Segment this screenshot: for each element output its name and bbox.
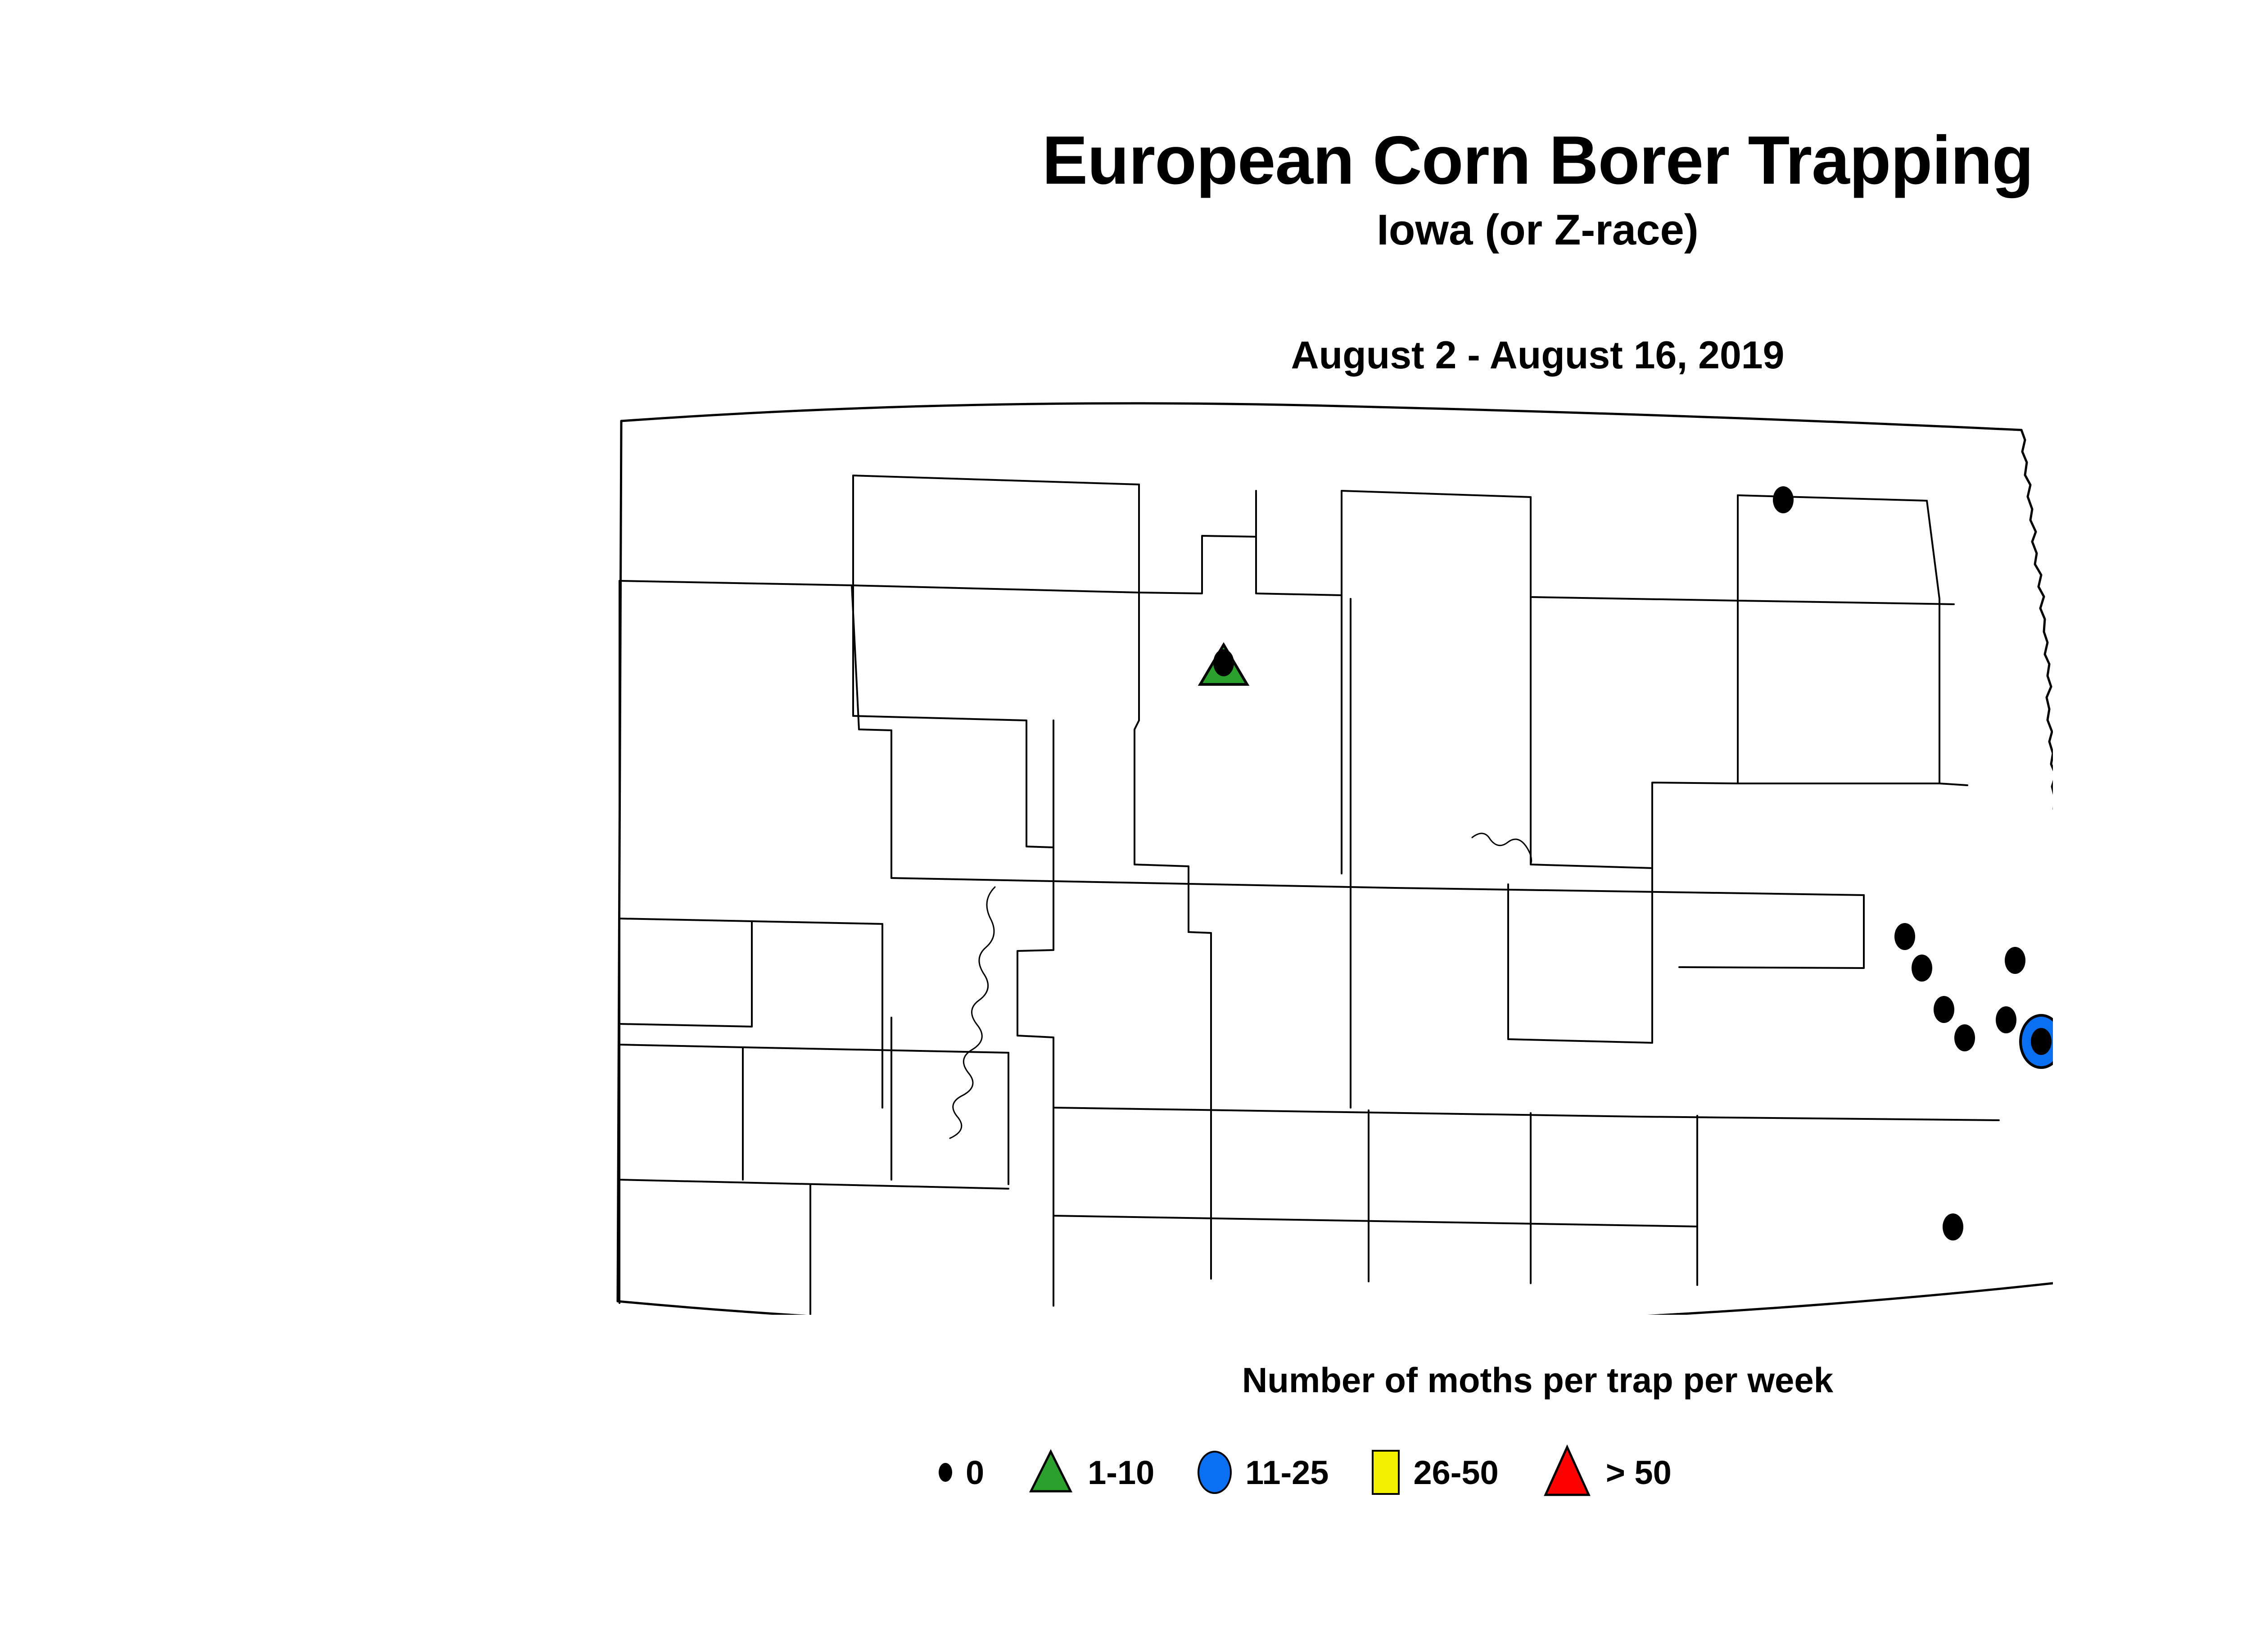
- legend-label-1-10: 1-10: [1088, 1453, 1155, 1491]
- marker-dot[interactable]: [2005, 947, 2025, 974]
- northern-border: [620, 402, 2023, 431]
- tier-rolette: [1341, 490, 1532, 598]
- tier-line-ward-north: [851, 484, 1140, 593]
- vline-sheridan-w: [1017, 877, 1054, 1109]
- legend-title: Number of moths per trap per week: [1242, 1360, 1834, 1400]
- vline-pembina-w: [1926, 500, 1940, 600]
- legend-item-over-50[interactable]: > 50: [1542, 1444, 1672, 1501]
- red-triangle-icon: [1542, 1444, 1592, 1501]
- walsh-east-stub: [1939, 783, 1968, 786]
- tier-line-sixth: [1053, 1215, 1698, 1227]
- devils-lake-outline: [1471, 833, 1532, 865]
- north-dakota-county-map: [603, 387, 2053, 1315]
- blue-circle-icon: [1198, 1451, 1232, 1494]
- tier-towner-cavalier: [1530, 494, 1928, 602]
- walsh-south: [1737, 598, 1940, 784]
- tier-line-third: [890, 877, 1865, 896]
- legend: 0 1-10 11-25 26-50 > 50: [939, 1432, 2154, 1513]
- legend-label-0: 0: [966, 1453, 985, 1491]
- marker-dot[interactable]: [1954, 1024, 1975, 1051]
- tier-adams-line: [619, 1179, 1009, 1190]
- marker-dot[interactable]: [1996, 1006, 2016, 1033]
- tier-hettinger: [742, 1046, 1009, 1185]
- legend-label-26-50: 26-50: [1413, 1453, 1499, 1491]
- vline-williams-mckenzie: [851, 584, 892, 879]
- tier-stark-top: [751, 920, 883, 925]
- page-subtitle: Iowa (or Z-race): [1377, 206, 1699, 254]
- marker-dot[interactable]: [2031, 1028, 2052, 1055]
- slope-box: [619, 1023, 744, 1181]
- vline-wells: [1188, 877, 1212, 1109]
- legend-item-0[interactable]: 0: [939, 1453, 984, 1492]
- ramsey-box: [1651, 600, 1739, 869]
- green-triangle-icon: [1027, 1448, 1074, 1497]
- marker-dot[interactable]: [1934, 996, 1954, 1023]
- eastern-border-red-river: [2020, 429, 2053, 810]
- marker-dot[interactable]: [1773, 486, 1794, 513]
- page-title: European Corn Borer Trapping: [1042, 122, 2034, 199]
- black-dot-icon: [939, 1463, 952, 1482]
- tier-bottineau-segments: [1138, 535, 1342, 596]
- legend-item-26-50[interactable]: 26-50: [1372, 1450, 1499, 1495]
- billings-box: [619, 918, 753, 1027]
- date-range-label: August 2 - August 16, 2019: [1291, 334, 1785, 377]
- tier-line-divide-williams: [619, 580, 853, 586]
- missouri-river: [949, 886, 996, 1139]
- legend-label-over-50: > 50: [1605, 1453, 1672, 1491]
- grandforks-south: [1678, 894, 1865, 969]
- vline-griggs: [1507, 883, 1653, 1044]
- county-boundaries: [616, 402, 2053, 1315]
- vline-mchenry: [1134, 592, 1189, 933]
- legend-label-11-25: 11-25: [1245, 1453, 1329, 1491]
- marker-dot[interactable]: [1213, 649, 1234, 676]
- southern-border: [616, 1282, 2053, 1315]
- ward-south-edge: [852, 715, 1054, 879]
- legend-item-1-10[interactable]: 1-10: [1027, 1448, 1154, 1497]
- marker-dot[interactable]: [1943, 1213, 1963, 1240]
- title-block: European Corn Borer Trapping Iowa (or Z-…: [0, 126, 2251, 255]
- marker-dot[interactable]: [1912, 955, 1932, 982]
- vline-benson: [1530, 596, 1653, 869]
- map-svg: [616, 402, 2053, 1315]
- tier-pembina-walsh: [1737, 600, 1955, 605]
- yellow-square-icon: [1372, 1450, 1400, 1495]
- tier-line-burke-renville-top: [852, 475, 1140, 485]
- trap-markers: [1198, 486, 2053, 1240]
- tier-line-fifth: [1053, 1107, 2000, 1121]
- legend-item-11-25[interactable]: 11-25: [1198, 1451, 1329, 1494]
- marker-dot[interactable]: [1894, 923, 1915, 950]
